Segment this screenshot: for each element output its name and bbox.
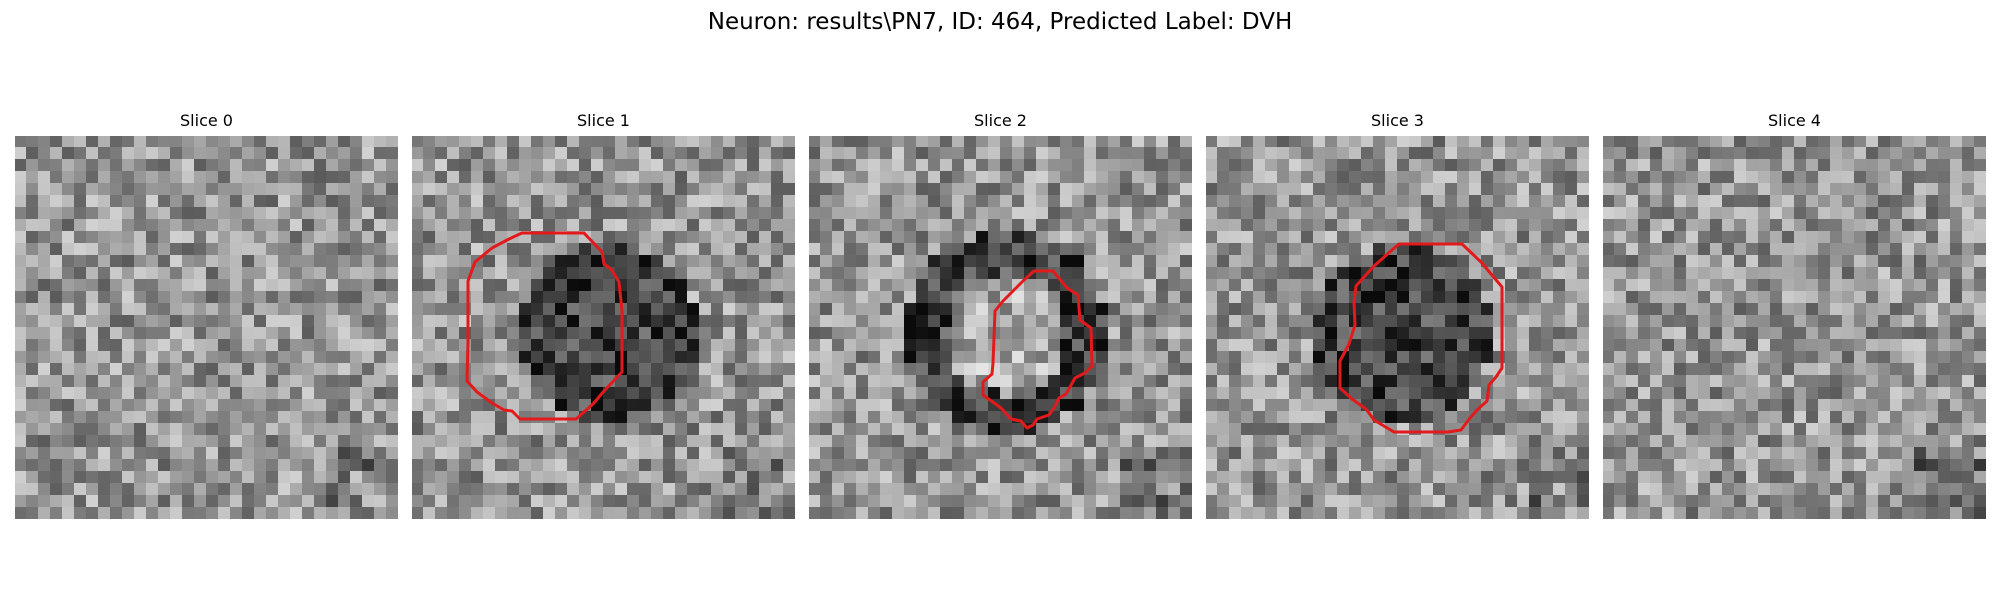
- slice-panel-4: Slice 4: [1603, 110, 1986, 519]
- slice-image: [809, 136, 1192, 519]
- contour-overlay: [981, 269, 1094, 430]
- slice-image: [1603, 136, 1986, 519]
- contour-overlay: [1338, 242, 1504, 434]
- slice-canvas: [1603, 136, 1986, 519]
- slice-image: [15, 136, 398, 519]
- contour-overlay: [465, 231, 624, 421]
- slice-canvas: [412, 136, 795, 519]
- neuron-contour: [1338, 242, 1504, 434]
- slice-panel-1: Slice 1: [412, 110, 795, 519]
- slice-canvas: [1206, 136, 1589, 519]
- slice-image: [412, 136, 795, 519]
- figure-title: Neuron: results\PN7, ID: 464, Predicted …: [707, 9, 1293, 35]
- slice-title: Slice 0: [180, 111, 233, 130]
- slice-title: Slice 2: [974, 111, 1027, 130]
- neuron-contour: [981, 269, 1094, 430]
- slice-panel-2: Slice 2: [809, 110, 1192, 519]
- slice-canvas: [809, 136, 1192, 519]
- slice-title: Slice 1: [577, 111, 630, 130]
- slice-panel-0: Slice 0: [15, 110, 398, 519]
- slice-title: Slice 4: [1768, 111, 1821, 130]
- slice-canvas: [15, 136, 398, 519]
- slice-image: [1206, 136, 1589, 519]
- slice-title: Slice 3: [1371, 111, 1424, 130]
- neuron-contour: [465, 231, 624, 421]
- slice-panel-3: Slice 3: [1206, 110, 1589, 519]
